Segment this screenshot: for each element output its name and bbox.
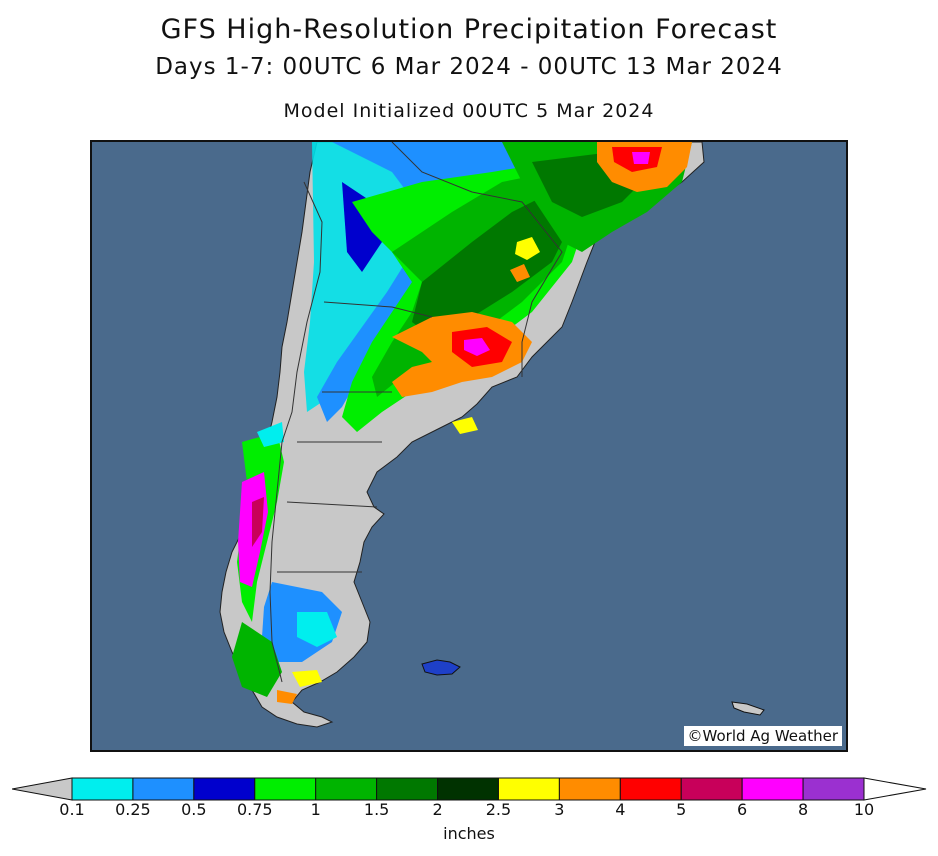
map-canvas (219, 142, 765, 728)
legend-swatch (558, 777, 621, 801)
model-init-label: Model Initialized 00UTC 5 Mar 2024 (283, 100, 655, 122)
legend-tick-label: 6 (737, 800, 748, 819)
legend-tick-label: 8 (797, 800, 809, 819)
legend-swatch (193, 777, 256, 801)
legend-tick-label: 4 (615, 800, 626, 819)
legend-tick-label: 3 (554, 800, 565, 819)
legend-tick-label: 0.25 (115, 800, 151, 819)
legend-swatch (802, 777, 865, 801)
legend-swatch (437, 777, 499, 801)
legend-swatch (71, 777, 134, 801)
legend-swatch (132, 777, 195, 801)
falkland-islands (421, 659, 461, 676)
legend-tick-label: 2.5 (485, 800, 512, 819)
precipitation-map: ©World Ag Weather (90, 140, 848, 752)
legend-tick-label: 0.1 (59, 800, 85, 819)
legend-swatch (619, 777, 682, 801)
forecast-period: Days 1-7: 00UTC 6 Mar 2024 - 00UTC 13 Ma… (155, 54, 783, 80)
legend-tick-label: 1 (310, 800, 321, 819)
legend-swatch (254, 777, 317, 801)
legend-swatch (376, 777, 439, 801)
legend-swatch (497, 777, 560, 801)
legend-tick-label: 2 (432, 800, 443, 819)
legend-arrow-above (863, 777, 927, 801)
credit-label: ©World Ag Weather (683, 726, 842, 746)
color-legend (12, 777, 927, 801)
legend-units: inches (443, 824, 495, 843)
legend-swatch (680, 777, 743, 801)
south-georgia-island (731, 701, 765, 716)
legend-tick-label: 0.75 (236, 800, 273, 819)
legend-tick-label: 10 (853, 800, 875, 819)
legend-tick-label: 1.5 (363, 800, 390, 819)
legend-swatch (315, 777, 378, 801)
legend-swatch (741, 777, 804, 801)
legend-tick-label: 0.5 (181, 800, 207, 819)
map-title: GFS High-Resolution Precipitation Foreca… (160, 14, 778, 45)
legend-arrow-below (12, 777, 73, 801)
legend-tick-label: 5 (676, 800, 687, 819)
